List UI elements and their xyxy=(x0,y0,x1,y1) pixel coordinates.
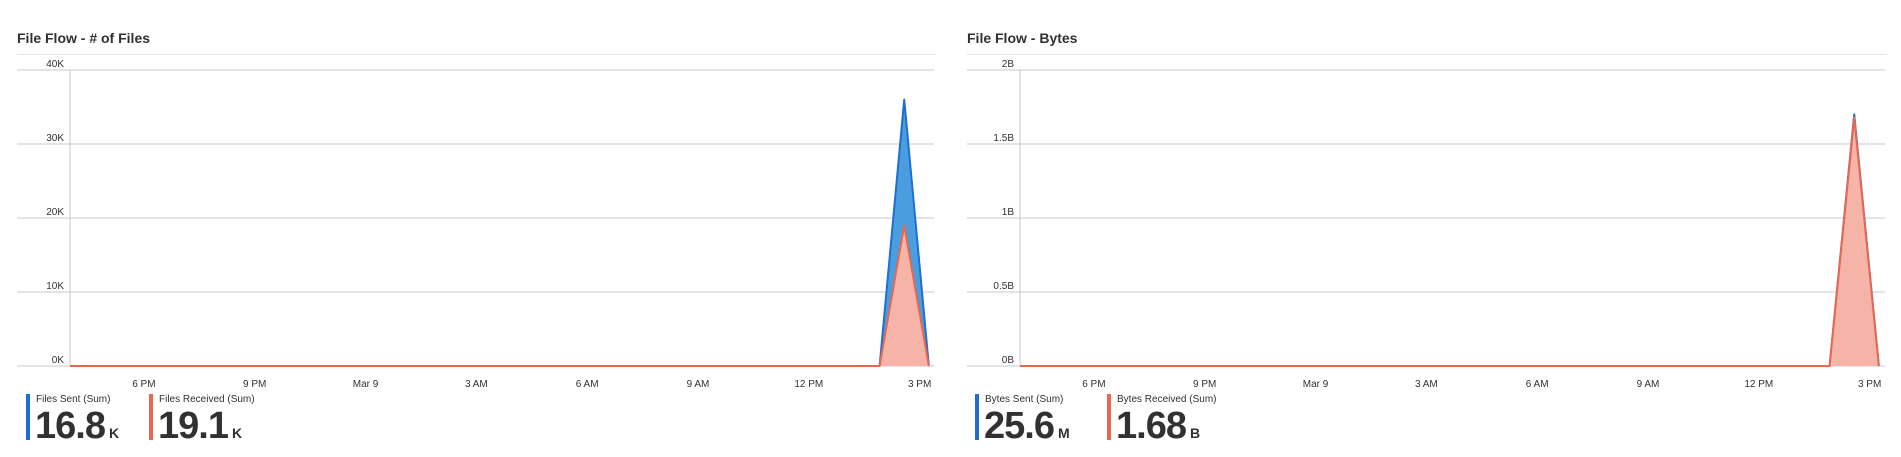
x-tick-label: Mar 9 xyxy=(1303,379,1329,390)
legend-number: 19.1 xyxy=(158,405,229,447)
x-tick-label: 6 PM xyxy=(132,379,155,390)
x-tick-label: 3 AM xyxy=(1415,379,1438,390)
y-tick-label: 1.5B xyxy=(993,133,1014,144)
x-tick-label: 6 AM xyxy=(1526,379,1549,390)
series-line-bytes-received-sum-[interactable] xyxy=(1020,116,1880,367)
chart-title: File Flow - Bytes xyxy=(967,30,1078,46)
y-tick-label: 30K xyxy=(46,133,64,144)
x-tick-label: 3 PM xyxy=(908,379,931,390)
x-tick-label: 6 PM xyxy=(1082,379,1105,390)
legend-unit: M xyxy=(1057,425,1070,441)
x-tick-label: 9 AM xyxy=(687,379,710,390)
area-chart-files: 0K 10K 20K 30K 40K 6 PM 9 PM Mar 9 3 AM 6 AM 9 AM 1… xyxy=(17,59,934,390)
legend-unit: K xyxy=(108,425,120,441)
x-tick-label: 12 PM xyxy=(1744,379,1773,390)
y-tick-label: 0.5B xyxy=(993,281,1014,292)
legend-value: 1.68 B xyxy=(1116,407,1200,445)
legend-unit: K xyxy=(231,425,243,441)
legend-number: 25.6 xyxy=(984,405,1055,447)
legend-color-swatch xyxy=(149,394,153,440)
y-tick-label: 40K xyxy=(46,59,64,70)
legend-number: 16.8 xyxy=(35,405,106,447)
x-tick-label: 9 PM xyxy=(243,379,266,390)
area-chart-bytes: 0B 0.5B 1B 1.5B 2B 6 PM 9 PM Mar 9 3 AM 6 AM 9 AM 1… xyxy=(967,59,1885,390)
legend-label: Bytes Sent (Sum) xyxy=(985,394,1064,405)
legend-value: 16.8 K xyxy=(35,407,119,445)
series-line-files-received-sum-[interactable] xyxy=(70,224,930,367)
area-fill-bytes-received-sum- xyxy=(1020,117,1879,366)
chart-panel-bytes: File Flow - Bytes 0B 0.5B 1B 1.5B 2B 6 PM 9 PM… xyxy=(950,0,1901,457)
chart-title: File Flow - # of Files xyxy=(17,30,151,46)
x-tick-label: 6 AM xyxy=(576,379,599,390)
x-tick-label: 12 PM xyxy=(794,379,823,390)
x-tick-label: 9 PM xyxy=(1193,379,1216,390)
legend-color-swatch xyxy=(26,394,30,440)
y-tick-label: 1B xyxy=(1002,207,1015,218)
legend-label: Files Received (Sum) xyxy=(159,394,255,405)
y-tick-label: 10K xyxy=(46,281,64,292)
x-tick-label: 3 AM xyxy=(465,379,488,390)
legend-value: 25.6 M xyxy=(984,407,1070,445)
legend-value: 19.1 K xyxy=(158,407,242,445)
legend-color-swatch xyxy=(1107,394,1111,440)
title-divider xyxy=(17,54,936,55)
legend-color-swatch xyxy=(975,394,979,440)
legend-number: 1.68 xyxy=(1116,405,1187,447)
y-tick-label: 20K xyxy=(46,207,64,218)
chart-panel-files: File Flow - # of Files 0K 10K 20K 30K 40K 6 P… xyxy=(0,0,950,457)
legend-label: Files Sent (Sum) xyxy=(36,394,111,405)
area-fill-bytes-sent-sum- xyxy=(1020,114,1879,367)
x-tick-label: 3 PM xyxy=(1858,379,1881,390)
y-tick-label: 0K xyxy=(52,355,65,366)
legend-unit: B xyxy=(1189,425,1201,441)
series-line-bytes-sent-sum-[interactable] xyxy=(1020,113,1880,367)
title-divider xyxy=(967,54,1887,55)
y-tick-label: 0B xyxy=(1002,355,1015,366)
legend-label: Bytes Received (Sum) xyxy=(1117,394,1217,405)
y-tick-label: 2B xyxy=(1002,59,1015,70)
series-line-files-sent-sum-[interactable] xyxy=(70,98,930,367)
x-tick-label: Mar 9 xyxy=(353,379,379,390)
area-fill-files-received-sum- xyxy=(70,225,929,366)
area-fill-files-sent-sum- xyxy=(70,99,929,366)
x-tick-label: 9 AM xyxy=(1637,379,1660,390)
